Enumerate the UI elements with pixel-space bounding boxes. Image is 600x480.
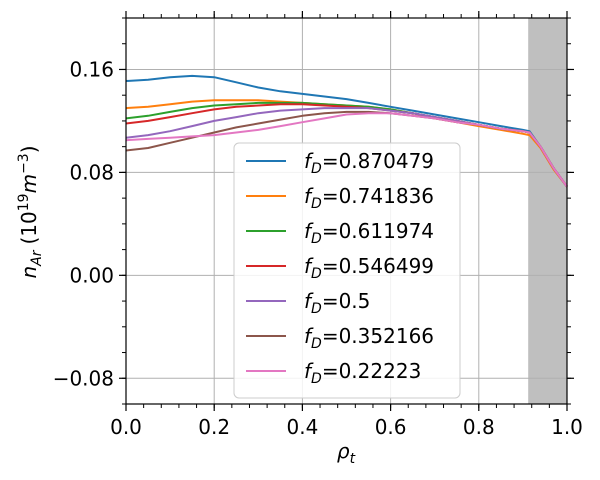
y-tick-label-3: 0.16: [69, 57, 114, 81]
x-tick-label-4: 0.8: [463, 415, 495, 439]
x-tick-label-0: 0.0: [110, 415, 142, 439]
x-tick-label-1: 0.2: [198, 415, 230, 439]
x-tick-label-5: 1.0: [551, 415, 583, 439]
legend-label-3: fD=0.546499: [304, 254, 434, 282]
legend-box: [233, 142, 461, 399]
axes: 0.0 0.2 0.4 0.6 0.8 1.0 −0.08 0.00 0.08 0.16: [53, 11, 583, 439]
y-axis-title: nAr(1019m−3): [16, 145, 45, 278]
x-tick-label-2: 0.4: [286, 415, 318, 439]
shaded-region: [528, 18, 567, 404]
legend-label-6: fD=0.22223: [304, 359, 421, 387]
legend-label-1: fD=0.741836: [304, 184, 434, 212]
legend-label-4: fD=0.5: [304, 289, 370, 317]
series-line-0: [125, 74, 568, 188]
y-tick-label-2: 0.08: [69, 160, 114, 184]
series-line-6: [125, 112, 568, 188]
legend-label-2: fD=0.611974: [304, 219, 434, 247]
legend-label-0: fD=0.870479: [304, 149, 434, 177]
y-tick-label-1: 0.00: [69, 263, 114, 287]
axes-frame: [125, 17, 568, 405]
legend: fD=0.870479 fD=0.741836 fD=0.611974 fD=0.54…: [233, 142, 461, 399]
legend-label-5: fD=0.352166: [304, 324, 434, 352]
x-axis-title: ρt: [337, 439, 356, 467]
x-tick-label-3: 0.6: [375, 415, 407, 439]
y-tick-label-0: −0.08: [53, 366, 114, 390]
